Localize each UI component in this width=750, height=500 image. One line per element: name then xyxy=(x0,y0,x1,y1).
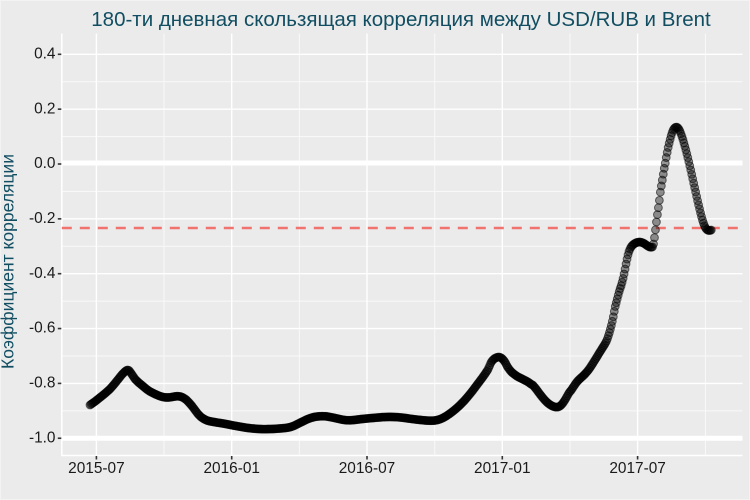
svg-text:-0.6: -0.6 xyxy=(29,320,56,337)
svg-text:2016-07: 2016-07 xyxy=(339,460,395,477)
svg-text:2017-07: 2017-07 xyxy=(609,460,665,477)
svg-text:-0.2: -0.2 xyxy=(29,210,56,227)
svg-text:0.4: 0.4 xyxy=(34,45,56,62)
svg-text:0.0: 0.0 xyxy=(34,155,55,172)
svg-text:-0.4: -0.4 xyxy=(29,265,56,282)
svg-text:2015-07: 2015-07 xyxy=(68,460,124,477)
svg-text:Коэффициент корреляции: Коэффициент корреляции xyxy=(0,154,18,369)
svg-text:0.2: 0.2 xyxy=(34,100,55,117)
svg-text:2017-01: 2017-01 xyxy=(474,460,530,477)
svg-text:-0.8: -0.8 xyxy=(29,375,56,392)
svg-text:-1.0: -1.0 xyxy=(29,429,56,446)
svg-text:2016-01: 2016-01 xyxy=(203,460,259,477)
svg-text:180-ти дневная скользящая корр: 180-ти дневная скользящая корреляция меж… xyxy=(91,8,711,31)
